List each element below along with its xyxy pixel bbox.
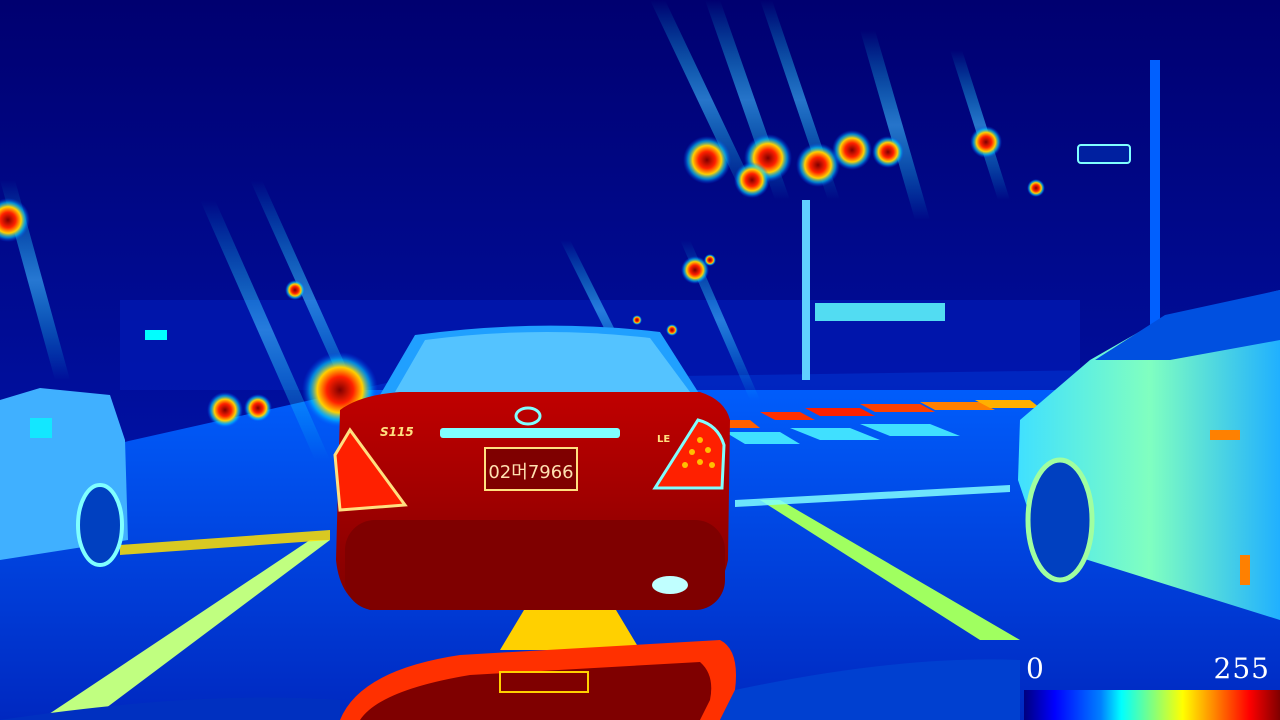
license-plate-frame: [484, 447, 578, 491]
colorbar-max-label: 255: [1213, 652, 1270, 685]
lead-car: [333, 325, 730, 610]
pole-right: [1150, 60, 1160, 390]
light-glows: [0, 126, 1045, 428]
street-sign-center: [815, 303, 945, 321]
left-car: [0, 388, 128, 567]
street-sign-right: [1077, 144, 1131, 164]
street-sign-left: [145, 330, 167, 340]
colorbar-gradient: [1024, 690, 1280, 720]
car-badge-model: S115: [380, 425, 414, 439]
colorbar-min-label: 0: [1026, 652, 1045, 685]
car-badge-trim: LE: [657, 434, 670, 445]
license-plate-text: 02머7966: [488, 462, 573, 483]
right-car: [1018, 290, 1280, 620]
pole-center: [802, 200, 810, 380]
lane-markings: [40, 485, 1020, 720]
colorbar: 0 255: [1024, 650, 1280, 720]
hood-reflection: [0, 640, 1020, 720]
